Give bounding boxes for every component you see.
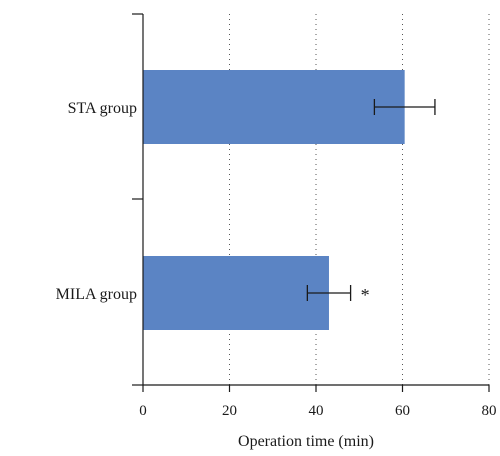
- x-tick-label-80: 80: [482, 403, 497, 419]
- x-axis-title: Operation time (min): [238, 433, 374, 450]
- x-tick-label-60: 60: [395, 403, 410, 419]
- category-label-sta-group: STA group: [68, 100, 137, 117]
- category-label-mila-group: MILA group: [56, 286, 137, 303]
- x-tick-label-0: 0: [139, 403, 147, 419]
- error-bar-sta-group: [373, 99, 436, 115]
- significance-marker-mila-group: *: [361, 285, 370, 305]
- x-tick-label-40: 40: [309, 403, 324, 419]
- category-labels: STA group MILA group: [56, 100, 137, 303]
- bar-mila-group: [143, 256, 329, 330]
- error-bar-mila-group: [306, 285, 352, 301]
- bars: *: [143, 70, 436, 330]
- x-axis-ticks: 0 20 40 60 80: [132, 13, 497, 419]
- bar-sta-group: [143, 70, 405, 144]
- grid-lines: [229, 14, 490, 385]
- x-tick-label-20: 20: [222, 403, 237, 419]
